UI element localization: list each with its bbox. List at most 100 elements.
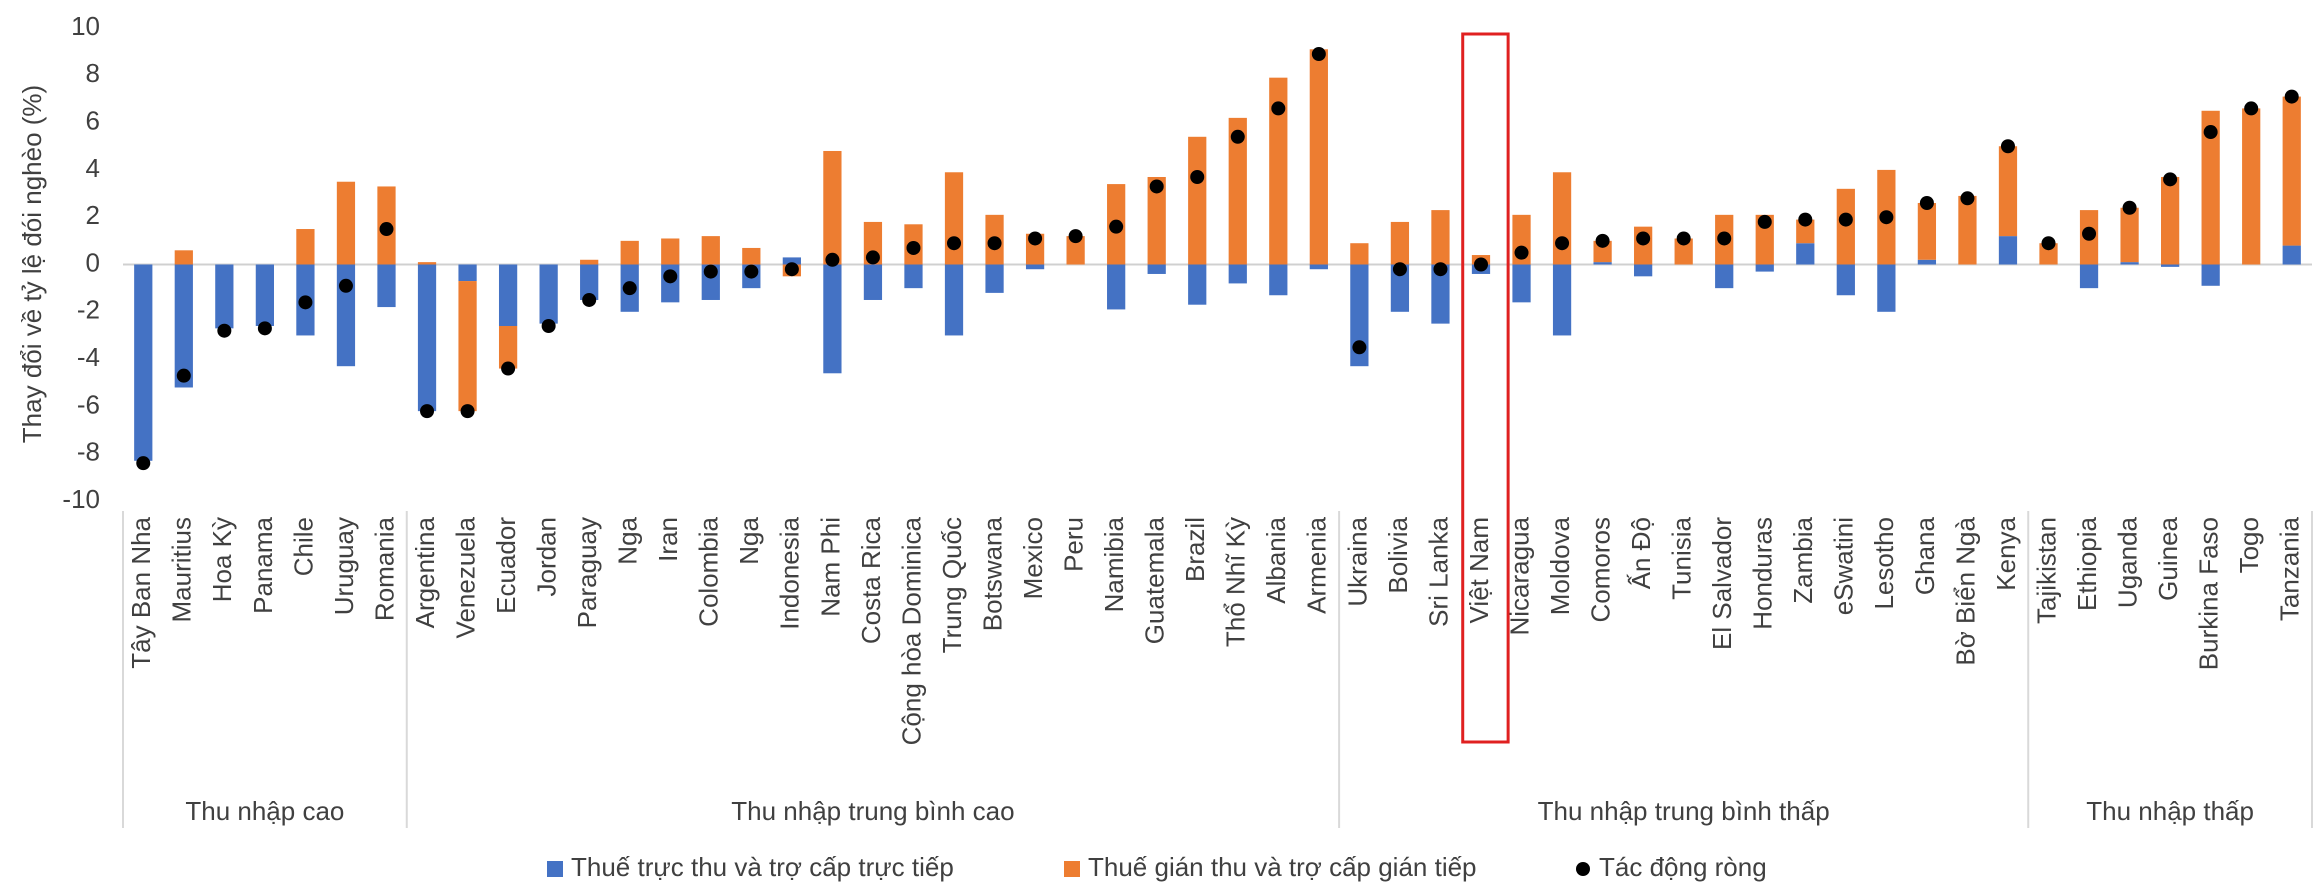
legend-label: Thuế trực thu và trợ cấp trực tiếp (571, 852, 954, 882)
net-dot (1879, 210, 1894, 225)
x-tick-label: Lesotho (1869, 517, 1899, 610)
x-tick-label: Comoros (1585, 517, 1615, 622)
net-dot (338, 278, 353, 293)
x-tick-label: Guinea (2153, 516, 2183, 600)
bar-segment (1188, 136, 1207, 265)
net-dot (1311, 47, 1326, 62)
group-label: Thu nhập thấp (2086, 796, 2254, 826)
x-tick-label: Hoa Kỳ (207, 517, 237, 602)
net-dot (2203, 125, 2218, 140)
bar-segment (2282, 245, 2301, 265)
net-dot (1919, 196, 1934, 211)
x-tick-label: Costa Rica (856, 516, 886, 644)
bar-segment (944, 172, 964, 265)
x-tick-label: eSwatini (1829, 517, 1859, 615)
bar-segment (985, 264, 1004, 293)
x-tick-label: Guatemala (1140, 516, 1170, 644)
y-tick-label: -6 (77, 389, 100, 419)
net-dot (136, 456, 151, 471)
net-dot (2000, 139, 2015, 154)
net-dot (2163, 172, 2178, 187)
bar-segment (620, 240, 639, 265)
bar-segment (2201, 264, 2220, 286)
net-dot (298, 295, 313, 310)
bar-segment (1593, 262, 1612, 265)
bar-segment (1634, 264, 1653, 277)
bar-segment (580, 264, 599, 300)
legend-marker (1064, 861, 1080, 877)
group-label: Thu nhập trung bình thấp (1538, 796, 1830, 826)
bar-segment (661, 238, 680, 265)
net-dot (1271, 101, 1286, 116)
net-dot (420, 404, 435, 419)
y-tick-label: -10 (62, 484, 100, 514)
bar-segment (1917, 259, 1937, 265)
x-tick-label: Argentina (410, 516, 440, 628)
net-dot (1676, 231, 1691, 246)
bar-segment (1309, 49, 1328, 265)
bar-segment (1269, 77, 1288, 265)
y-tick-label: -2 (77, 295, 100, 325)
x-tick-label: Ecuador (491, 517, 521, 614)
net-dot (1109, 219, 1124, 234)
y-tick-label: 0 (86, 247, 100, 277)
x-tick-label: Romania (369, 516, 399, 621)
x-tick-label: Honduras (1748, 517, 1778, 630)
net-dot (703, 264, 718, 279)
bar-segment (2039, 243, 2058, 265)
bar-segment (1877, 264, 1896, 312)
bar-segment (1147, 264, 1166, 274)
x-tick-label: Burkina Faso (2194, 517, 2224, 670)
x-tick-label: Togo (2234, 517, 2264, 573)
bar-segment (2120, 207, 2139, 263)
bar-segment (944, 264, 964, 336)
bar-segment (1188, 264, 1207, 305)
net-dot (1960, 191, 1975, 206)
net-dot (1798, 212, 1813, 227)
bar-segment (1715, 264, 1734, 289)
bar-segment (1917, 203, 1937, 260)
y-tick-label: 6 (86, 105, 100, 135)
x-tick-label: Kenya (1991, 516, 2021, 590)
bar-segment (498, 325, 518, 369)
net-dot (217, 323, 232, 338)
net-dot (501, 361, 516, 376)
bar-segment (1552, 172, 1572, 265)
net-dot (1757, 214, 1772, 229)
bar-segment (1025, 264, 1045, 270)
net-dot (460, 404, 475, 419)
net-dot (1230, 129, 1245, 144)
bar-segment (1147, 176, 1166, 265)
x-tick-label: Mauritius (167, 517, 197, 622)
legend-marker (1576, 862, 1590, 876)
net-dot (1352, 340, 1367, 355)
x-tick-label: Panama (248, 516, 278, 613)
net-dot (1392, 262, 1407, 277)
net-dot (1595, 233, 1610, 248)
bar-segment (1998, 146, 2018, 237)
bar-segment (1390, 264, 1410, 312)
x-tick-label: Thổ Nhĩ Kỳ (1221, 517, 1251, 647)
x-tick-label: Ấn Độ (1626, 517, 1656, 589)
bar-segment (458, 281, 477, 412)
net-dot (1555, 236, 1570, 251)
legend-label: Tác động ròng (1599, 852, 1767, 882)
bar-segment (1755, 214, 1774, 265)
x-tick-label: El Salvador (1707, 517, 1737, 650)
x-tick-label: Ghana (1910, 516, 1940, 595)
bar-segment (1228, 117, 1247, 265)
x-tick-label: Mexico (1018, 517, 1048, 599)
x-tick-label: Bờ Biển Ngà (1950, 516, 1980, 665)
bar-segment (1390, 221, 1410, 265)
x-tick-label: Paraguay (572, 517, 602, 628)
legend-label: Thuế gián thu và trợ cấp gián tiếp (1088, 852, 1477, 882)
x-tick-label: Zambia (1788, 516, 1818, 603)
bar-segment (539, 264, 558, 324)
bar-segment (1998, 236, 2018, 265)
bar-segment (742, 247, 761, 265)
net-dot (2082, 226, 2097, 241)
bar-segment (417, 264, 437, 412)
x-tick-label: Ukraina (1342, 516, 1372, 606)
bar-segment (1107, 264, 1126, 310)
